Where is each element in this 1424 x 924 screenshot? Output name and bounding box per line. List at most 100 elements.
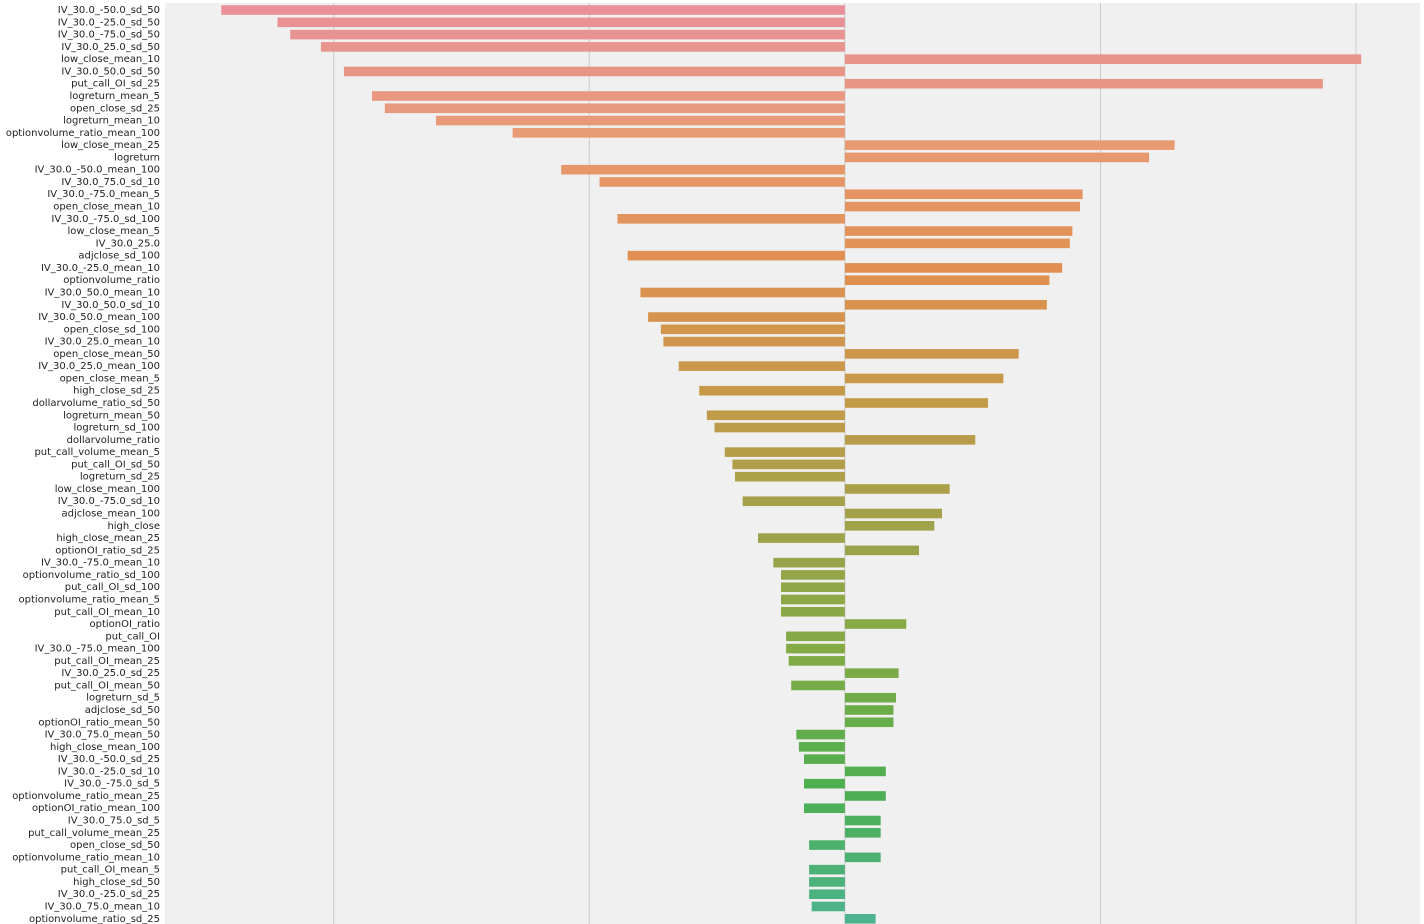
bar [640, 287, 845, 298]
y-tick-label: IV_30.0_-50.0_sd_50 [58, 5, 160, 16]
y-tick-label: IV_30.0_-50.0_sd_25 [58, 754, 160, 765]
y-tick-label: logreturn_sd_25 [80, 472, 160, 483]
bar [844, 508, 943, 519]
y-tick-label: high_close_mean_25 [56, 533, 160, 544]
y-tick-label: IV_30.0_75.0_mean_10 [45, 901, 160, 912]
y-tick-label: optionvolume_ratio_mean_25 [12, 791, 160, 802]
y-tick-label: IV_30.0_50.0_mean_10 [45, 287, 160, 298]
y-tick-label: adjclose_sd_50 [85, 705, 160, 716]
y-tick-label: IV_30.0_50.0_sd_10 [61, 300, 160, 311]
bar [844, 766, 886, 777]
bar [627, 250, 845, 261]
bar [809, 889, 845, 899]
bar [844, 226, 1073, 236]
bar [372, 91, 845, 101]
bar [844, 705, 894, 715]
bar [844, 152, 1150, 163]
bar [435, 115, 845, 126]
y-tick-label: IV_30.0_25.0_sd_50 [61, 42, 160, 53]
y-tick-label: open_close_sd_25 [70, 103, 160, 114]
y-tick-label: put_call_OI_sd_100 [65, 582, 160, 593]
y-tick-label: IV_30.0_-75.0_sd_100 [51, 214, 160, 225]
bar [724, 447, 845, 457]
bar [844, 275, 1050, 285]
bar [844, 828, 881, 838]
bar [809, 864, 845, 875]
bar [844, 545, 920, 556]
y-tick-label: optionvolume_ratio_mean_100 [6, 128, 160, 139]
bar [844, 484, 950, 494]
y-tick-label: optionvolume_ratio_mean_10 [12, 852, 160, 863]
y-tick-label: IV_30.0_25.0 [96, 238, 160, 249]
y-tick-label: IV_30.0_-75.0_mean_10 [41, 558, 160, 569]
y-tick-label: IV_30.0_-75.0_sd_10 [58, 496, 160, 507]
bar [844, 189, 1083, 200]
bar [780, 606, 845, 617]
y-tick-label: open_close_mean_5 [60, 373, 160, 384]
y-tick-label: put_call_OI_mean_50 [54, 680, 160, 691]
y-tick-label: open_close_mean_50 [53, 349, 160, 360]
bar [290, 29, 845, 40]
y-tick-label: put_call_OI_mean_10 [54, 607, 160, 618]
bar [780, 570, 845, 580]
y-tick-label: IV_30.0_25.0_mean_10 [45, 337, 160, 348]
bar [844, 668, 899, 678]
y-tick-label: put_call_volume_mean_5 [34, 447, 160, 458]
y-tick-label: optionvolume_ratio [63, 275, 160, 286]
bar [678, 361, 845, 371]
y-tick-label: IV_30.0_75.0_sd_5 [68, 816, 160, 827]
bar [809, 840, 845, 850]
bar [804, 754, 845, 764]
y-tick-label: IV_30.0_-75.0_mean_5 [47, 189, 160, 200]
y-tick-label: IV_30.0_25.0_sd_25 [61, 668, 160, 679]
y-tick-label: IV_30.0_50.0_sd_50 [61, 66, 160, 77]
bar [773, 557, 845, 568]
bar [804, 778, 845, 789]
y-tick-label: dollarvolume_ratio [67, 435, 160, 446]
bar [844, 692, 897, 703]
bar [780, 582, 845, 592]
y-tick-label: optionvolume_ratio_sd_100 [23, 570, 160, 581]
bar [788, 656, 845, 666]
y-tick-label: optionvolume_ratio_sd_25 [29, 914, 160, 924]
bar [660, 324, 845, 335]
y-tick-label: IV_30.0_-50.0_mean_100 [35, 165, 160, 176]
y-tick-label: logreturn_mean_5 [69, 91, 160, 102]
y-tick-label: low_close_mean_100 [55, 484, 160, 495]
y-tick-label: IV_30.0_-75.0_sd_50 [58, 30, 160, 41]
y-tick-label: put_call_OI_mean_25 [54, 656, 160, 667]
y-tick-label: IV_30.0_-25.0_sd_10 [58, 766, 160, 777]
y-tick-label: put_call_OI_mean_5 [61, 865, 160, 876]
y-tick-label: put_call_OI_sd_25 [71, 79, 160, 90]
bar [844, 238, 1070, 249]
bar [512, 128, 845, 138]
y-tick-label: IV_30.0_25.0_mean_100 [38, 361, 160, 372]
y-tick-label: high_close_mean_100 [50, 742, 160, 753]
y-tick-label: IV_30.0_75.0_mean_50 [45, 730, 160, 741]
bar [706, 410, 845, 421]
y-tick-label: optionvolume_ratio_mean_5 [19, 594, 160, 605]
y-tick-label: logreturn [114, 152, 160, 163]
bar [844, 54, 1362, 64]
y-tick-label: IV_30.0_50.0_mean_100 [38, 312, 160, 323]
bar [844, 299, 1047, 310]
y-tick-label: logreturn_mean_50 [63, 410, 160, 421]
bar [844, 619, 907, 629]
y-tick-label: IV_30.0_75.0_sd_10 [61, 177, 160, 188]
y-tick-label: optionOI_ratio [90, 619, 161, 630]
bar [714, 422, 845, 433]
y-tick-label: optionOI_ratio_mean_100 [32, 803, 160, 814]
bar [844, 791, 886, 801]
bar [844, 815, 881, 826]
bar [844, 263, 1063, 273]
bar [561, 164, 845, 175]
bar [786, 643, 845, 654]
bar [221, 5, 845, 15]
bar [617, 214, 845, 224]
bar [742, 496, 845, 507]
y-tick-label: IV_30.0_-75.0_mean_100 [35, 644, 160, 655]
bar [786, 631, 845, 642]
bar [384, 103, 845, 114]
bar [844, 78, 1323, 89]
